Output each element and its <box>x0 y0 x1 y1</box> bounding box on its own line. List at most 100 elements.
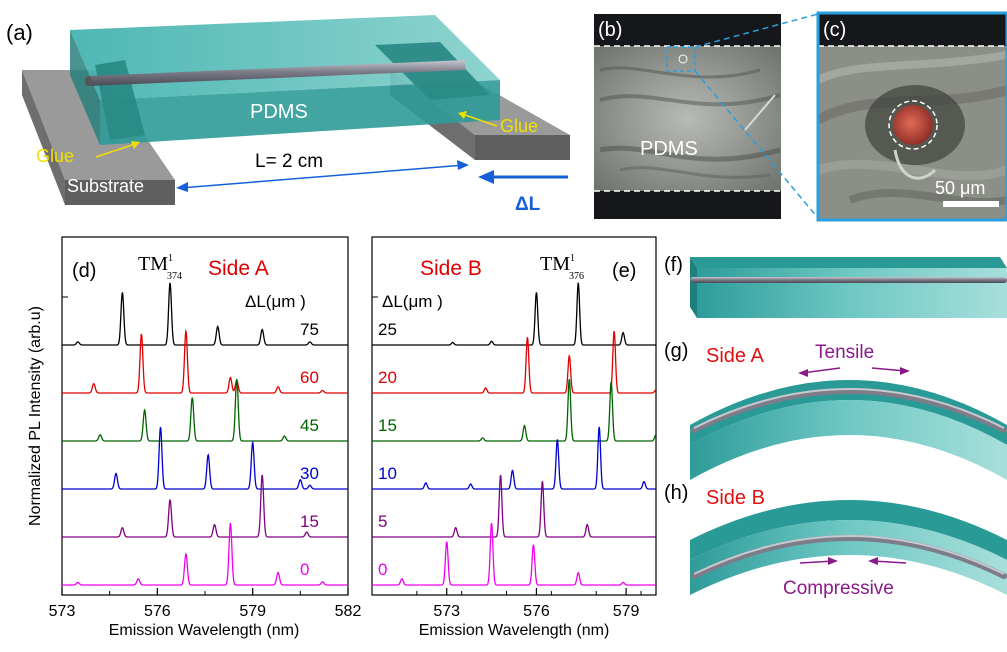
chart-e-series-20 <box>372 330 657 394</box>
chart-d-series-75 <box>62 282 348 346</box>
compressive-label: Compressive <box>783 578 894 599</box>
zoom-box <box>666 46 696 72</box>
chart-d-series-label: 30 <box>300 464 319 483</box>
chart-d-xlabel: Emission Wavelength (nm) <box>109 622 300 639</box>
chart-d-series-label: 45 <box>300 416 319 435</box>
chart-d-xtick-label: 579 <box>239 603 266 620</box>
chart-d-mode-sup: 1 <box>168 253 173 264</box>
panel-f-tag: (f) <box>664 254 683 276</box>
chart-e-series-10 <box>372 426 656 490</box>
chart-e-mode-sup: 1 <box>570 253 575 264</box>
chart-e-series-5 <box>372 474 656 538</box>
slab-h <box>690 520 1007 595</box>
zoom-line-bottom <box>694 70 819 219</box>
panel-e-chart: 573 576 579 25 20 15 10 5 0 Side B TM1 376 (e) ΔL… <box>371 236 657 639</box>
glue-label-left: Glue <box>36 146 74 166</box>
panel-b-tag: (b) <box>598 19 622 41</box>
zoom-line-top <box>694 13 819 48</box>
chart-d-mode-tm: TM <box>138 253 168 275</box>
substrate-label: Substrate <box>67 176 144 196</box>
chart-d-plot: 573 576 579 582 75 60 45 30 15 0 <box>49 282 362 620</box>
pdms-front-face <box>100 80 500 145</box>
chart-e-series-label: 20 <box>378 368 397 387</box>
fiber-g <box>691 388 1007 433</box>
chart-d-xtick-label: 582 <box>335 603 362 620</box>
glue-arrow-right <box>461 113 498 127</box>
chart-d-xtick-label: 576 <box>144 603 171 620</box>
chart-d-mode-sub: 374 <box>167 271 182 282</box>
chart-e-xtick-label: 576 <box>523 603 550 620</box>
chart-d-series-15 <box>62 474 348 538</box>
chart-d-side-label: Side A <box>208 257 269 280</box>
fiber-rod <box>88 60 465 86</box>
chart-e-series-15 <box>372 379 657 442</box>
chart-e-xtick-label: 579 <box>613 603 640 620</box>
panel-h-tag: (h) <box>664 482 688 504</box>
zoom-frame <box>816 11 1007 222</box>
chart-d-series-label: 60 <box>300 368 319 387</box>
chart-e-xtick-label: 573 <box>433 603 460 620</box>
scale-bar <box>943 201 999 207</box>
chart-e-mode-label: TM1 376 <box>540 253 584 282</box>
chart-e-series-label: 25 <box>378 320 397 339</box>
length-arrow <box>179 164 466 189</box>
chart-d-series-60 <box>62 328 348 394</box>
panel-e-tag: (e) <box>612 260 636 282</box>
chart-e-legend-title: ΔL(μm ) <box>382 292 443 311</box>
side-b-label: Side B <box>706 487 765 509</box>
slab-g <box>690 400 1007 480</box>
substrate-left-front <box>65 180 175 205</box>
fiber-h <box>691 535 1007 579</box>
chart-e-mode-sub: 376 <box>569 271 584 282</box>
scale-bar-label: 50 μm <box>935 178 985 198</box>
substrate-right-front <box>475 135 570 160</box>
pdms-label: PDMS <box>250 101 308 123</box>
chart-d-series-label: 15 <box>300 512 319 531</box>
panel-a-schematic: (a) PDMS Glue Glue L= 2 cm Substrate <box>6 15 570 215</box>
chart-d-ylabel: Normalized PL Intensity (arb.u) <box>27 306 44 526</box>
microfiber-core <box>893 105 933 145</box>
chart-d-xtick-label: 573 <box>49 603 76 620</box>
panel-d-tag: (d) <box>72 260 96 282</box>
chart-d-legend-title: ΔL(μm ) <box>245 292 306 311</box>
microfiber-outline <box>888 100 938 150</box>
chart-d-series-label: 0 <box>300 560 309 579</box>
fiber-rod-end <box>85 76 91 86</box>
chart-d-mode-label: TM1 374 <box>138 253 182 282</box>
chart-e-series-label: 5 <box>378 512 387 531</box>
chart-e-series-0 <box>372 522 656 586</box>
chart-e-plot: 573 576 579 25 20 15 10 5 0 <box>371 281 657 620</box>
panel-g-tag: (g) <box>664 340 688 362</box>
panel-a-tag: (a) <box>6 20 33 45</box>
fiber-f <box>690 277 1007 283</box>
chart-e-frame <box>371 236 657 596</box>
substrate-left-side <box>22 70 65 205</box>
chart-e-mode-tm: TM <box>540 253 570 275</box>
panel-c-micrograph: (c) 50 μm <box>816 11 1007 222</box>
pdms-side-face <box>70 30 100 145</box>
tensile-label: Tensile <box>815 342 874 363</box>
panel-b-micrograph: (b) PDMS <box>594 13 819 219</box>
side-a-label: Side A <box>706 345 764 367</box>
chart-d-series-0 <box>62 522 348 586</box>
chart-e-xlabel: Emission Wavelength (nm) <box>419 622 610 639</box>
glue-label-right: Glue <box>500 116 538 136</box>
panel-f-straight: (f) <box>664 254 1007 318</box>
chart-e-series-label: 10 <box>378 464 397 483</box>
glue-arrow-left <box>95 142 139 158</box>
length-label: L= 2 cm <box>255 151 323 172</box>
panel-g-tensile: (g) Side A Tensile <box>664 340 1007 480</box>
panel-d-chart: 573 576 579 582 75 60 45 30 15 0 (d) TM1 374 Side … <box>27 236 362 639</box>
panel-h-compressive: (h) Side B Compressive <box>664 482 1007 599</box>
chart-e-series-label: 0 <box>378 560 387 579</box>
chart-e-series-label: 15 <box>378 416 397 435</box>
chart-e-series-25 <box>372 281 656 346</box>
slab-f <box>697 268 1007 318</box>
chart-d-series-45 <box>62 378 348 442</box>
panel-b-pdms-label: PDMS <box>640 138 698 160</box>
delta-l-label: ΔL <box>515 194 541 215</box>
chart-d-series-label: 75 <box>300 320 319 339</box>
panel-c-tag: (c) <box>823 19 846 41</box>
chart-d-series-30 <box>62 426 348 490</box>
